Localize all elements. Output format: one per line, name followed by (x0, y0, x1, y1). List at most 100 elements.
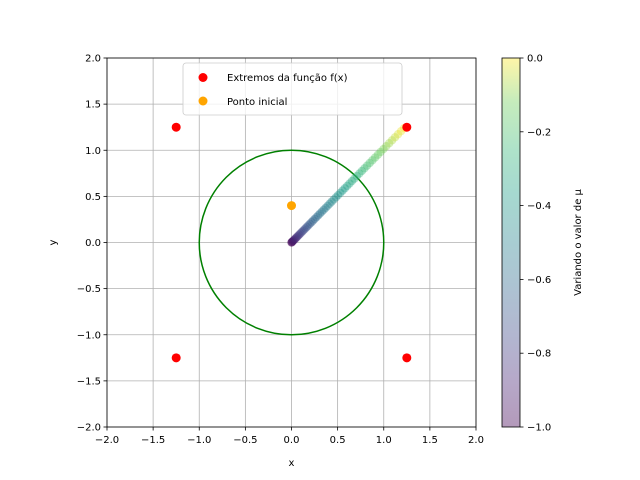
trajectory-point (376, 147, 385, 157)
trajectory-point (333, 190, 343, 200)
colorbar-ticks: −1.0 −0.8 −0.6 −0.4 −0.2 0.0 (520, 54, 551, 434)
axes-frame (106, 57, 477, 428)
trajectory-point (368, 156, 377, 165)
trajectory-point (317, 207, 327, 216)
trajectory-point (287, 238, 296, 247)
x-tick-label: −1.5 (141, 435, 165, 446)
trajectory-point (379, 144, 388, 154)
constraint-circle (198, 149, 385, 336)
trajectory-point (321, 203, 330, 212)
y-tick-label: −1.0 (77, 330, 101, 341)
trajectory-point (302, 222, 312, 232)
x-axis-label: x (289, 458, 295, 469)
x-tick-label: 2.0 (468, 435, 484, 446)
y-tick-label: 1.0 (85, 146, 101, 157)
y-tick-label: 2.0 (85, 54, 101, 65)
legend-marker-extremos (198, 73, 208, 82)
trajectory-point (357, 166, 367, 176)
trajectory-point (352, 171, 362, 181)
legend-label-extremos: Extremos da função f(x) (227, 73, 348, 84)
trajectory-point (384, 139, 394, 148)
trajectory-point (313, 211, 323, 220)
colorbar-tick-label: −0.2 (527, 127, 551, 138)
colorbar-tick-label: 0.0 (527, 54, 543, 65)
trajectory-point (342, 181, 352, 191)
trajectory-point (305, 219, 315, 229)
trajectory-point (288, 237, 297, 246)
colorbar-gradient (501, 57, 521, 428)
colorbar-tick-label: −0.6 (527, 275, 551, 286)
legend-label-ponto-inicial: Ponto inicial (227, 97, 287, 108)
plot-area (171, 122, 412, 363)
trajectory-point (360, 164, 369, 173)
trajectory-point (365, 158, 374, 168)
trajectory-point (312, 212, 321, 222)
y-axis-label: y (48, 239, 59, 245)
trajectory-point (390, 133, 400, 142)
trajectory-point (362, 161, 372, 170)
trajectory-point (292, 232, 302, 242)
y-tick-label: 0.0 (85, 238, 101, 249)
y-tick-label: −1.5 (77, 376, 101, 387)
x-tick-label: 1.5 (422, 435, 438, 446)
trajectory-point (329, 195, 338, 204)
trajectory-point (287, 238, 296, 247)
trajectory-point (308, 216, 318, 225)
trajectory-point (327, 197, 336, 206)
trajectory-point (297, 228, 306, 237)
colorbar: −1.0 −0.8 −0.6 −0.4 −0.2 0.0 Variando o valor… (501, 54, 584, 434)
trajectory-point (310, 214, 319, 224)
extreme-point (171, 353, 181, 363)
trajectory-point (370, 153, 380, 162)
x-tick-label: −2.0 (95, 435, 119, 446)
trajectory-point (304, 221, 313, 230)
trajectory-point (325, 199, 334, 208)
trajectory-point (347, 176, 357, 186)
colorbar-tick-label: −0.8 (527, 349, 551, 360)
trajectory-point (287, 237, 297, 247)
y-tick-label: −2.0 (77, 423, 101, 434)
trajectory-point (331, 193, 341, 202)
y-tick-label: −0.5 (77, 284, 101, 295)
axis-ticks: −2.0 −1.5 −1.0 −0.5 0.0 0.5 1.0 1.5 2.0 −2.0 −1.5 −… (77, 54, 484, 447)
trajectory-point (393, 130, 403, 139)
x-tick-label: −0.5 (233, 435, 257, 446)
trajectory-point (323, 201, 332, 210)
trajectory-point (307, 218, 316, 227)
trajectory-point (355, 169, 364, 178)
trajectory-point (315, 209, 325, 218)
trajectory-point (294, 230, 304, 239)
trajectory-point (340, 184, 350, 193)
trajectory-point (298, 226, 307, 236)
x-tick-label: 1.0 (376, 435, 392, 446)
trajectory-point (382, 141, 391, 151)
extreme-point (402, 353, 412, 363)
extreme-point (402, 122, 412, 132)
x-tick-label: −1.0 (187, 435, 211, 446)
colorbar-label: Variando o valor de μ (573, 188, 584, 295)
y-tick-label: 0.5 (85, 192, 101, 203)
legend-marker-ponto-inicial (198, 96, 208, 106)
trajectory-point (345, 179, 354, 188)
colorbar-tick-label: −0.4 (527, 201, 551, 212)
trajectory-point (319, 205, 328, 214)
legend: Extremos da função f(x) Ponto inicial (182, 62, 403, 116)
trajectory-point (373, 150, 383, 159)
trajectory-point (289, 236, 298, 245)
initial-point (287, 201, 296, 211)
trajectory-point (288, 236, 298, 246)
trajectory-point (293, 231, 303, 241)
trajectory-point (387, 136, 397, 145)
colorbar-tick-label: −1.0 (527, 423, 551, 434)
legend-box (182, 62, 403, 116)
trajectory-point (336, 188, 345, 198)
trajectory-point (350, 174, 359, 183)
trajectory-point (299, 225, 309, 234)
trajectory-point (338, 186, 347, 195)
x-tick-label: 0.0 (284, 435, 300, 446)
extreme-point (171, 122, 181, 132)
trajectory-point (291, 234, 300, 243)
trajectory-point (291, 233, 301, 243)
trajectory-point (296, 229, 305, 238)
